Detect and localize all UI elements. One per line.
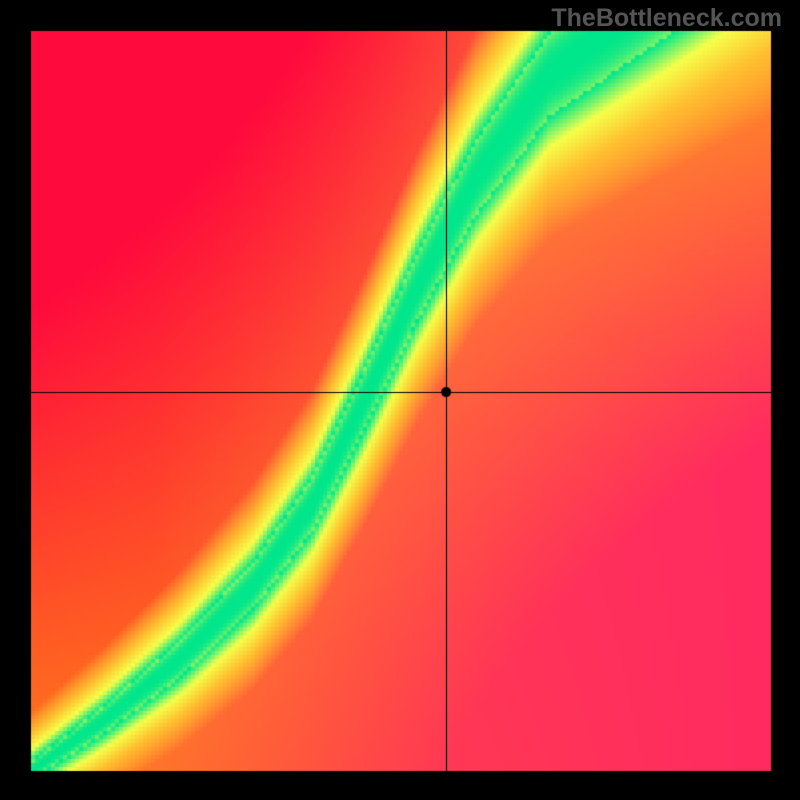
source-watermark: TheBottleneck.com <box>551 4 782 33</box>
bottleneck-heatmap-canvas <box>0 0 800 800</box>
